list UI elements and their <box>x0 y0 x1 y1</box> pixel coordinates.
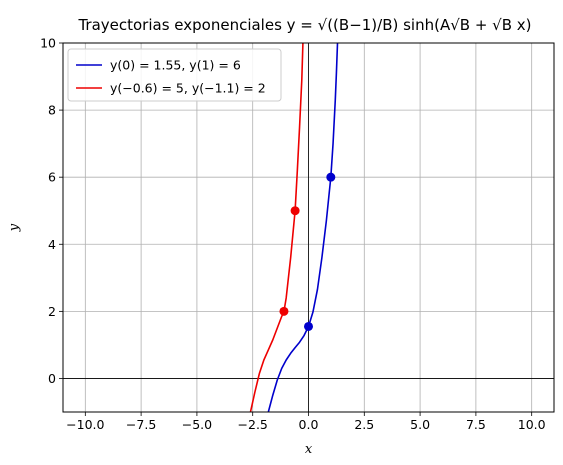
x-tick-label: 10.0 <box>518 417 546 432</box>
series-1-point-0 <box>279 306 289 316</box>
x-tick-label: 2.5 <box>354 417 374 432</box>
y-tick-label: 6 <box>48 170 56 185</box>
series-0-point-1 <box>326 172 336 182</box>
x-tick-label: 0.0 <box>299 417 319 432</box>
x-tick-label: −5.0 <box>182 417 212 432</box>
x-axis-label: x <box>305 442 313 457</box>
y-tick-label: 0 <box>48 371 56 386</box>
x-tick-label: 7.5 <box>466 417 486 432</box>
series-line-1 <box>249 43 304 412</box>
y-tick-label: 10 <box>40 36 56 51</box>
y-axis-label: y <box>7 223 22 232</box>
axes <box>63 43 554 412</box>
x-tick-label: −10.0 <box>66 417 104 432</box>
legend-label-1: y(−0.6) = 5, y(−1.1) = 2 <box>110 81 266 96</box>
x-tick-label: −7.5 <box>126 417 156 432</box>
chart-title: Trayectorias exponenciales y = √((B−1)/B… <box>77 16 531 34</box>
plot-frame <box>62 42 555 413</box>
x-tick-label: 5.0 <box>410 417 430 432</box>
y-tick-label: 2 <box>48 304 56 319</box>
series-1-point-1 <box>290 206 300 216</box>
y-tick-label: 4 <box>48 237 56 252</box>
x-tick-label: −2.5 <box>238 417 268 432</box>
legend-label-0: y(0) = 1.55, y(1) = 6 <box>110 58 241 73</box>
tick-labels: −10.0 −7.5 −5.0 −2.5 0.0 2.5 5.0 7.5 10.0 0 2 4 6 8 10 <box>40 36 546 433</box>
series-0-point-0 <box>304 321 313 331</box>
series-layer <box>249 43 339 412</box>
y-tick-label: 8 <box>48 103 56 118</box>
legend: y(0) = 1.55, y(1) = 6 y(−0.6) = 5, y(−1.1… <box>67 48 282 102</box>
legend-box <box>67 48 282 102</box>
